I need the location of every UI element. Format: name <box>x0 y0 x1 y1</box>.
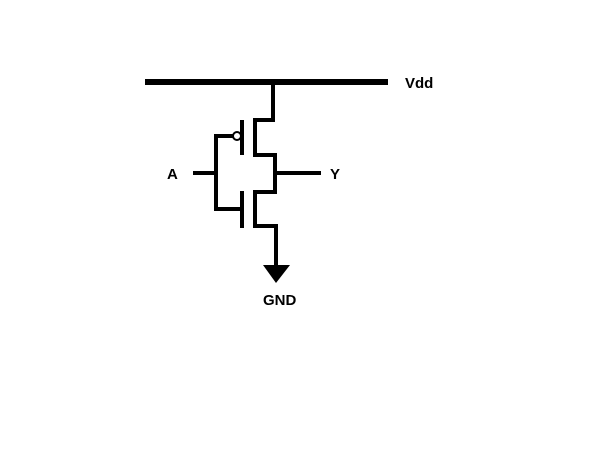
vdd-label: Vdd <box>405 75 433 92</box>
ground-symbol <box>263 265 290 283</box>
ground-label: GND <box>263 292 297 309</box>
pmos-gate-bubble <box>232 131 242 141</box>
pmos-transistor <box>214 118 277 157</box>
input-label: A <box>167 166 178 183</box>
nmos-transistor <box>214 190 278 228</box>
output-label: Y <box>330 166 340 183</box>
